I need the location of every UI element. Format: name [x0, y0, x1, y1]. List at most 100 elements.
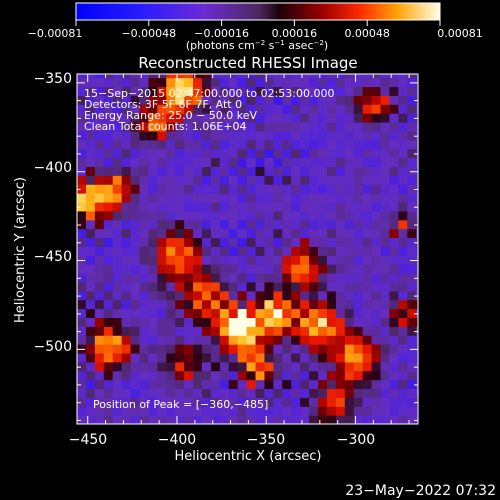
heatmap-cell: [184, 175, 194, 185]
heatmap-cell: [282, 361, 292, 372]
heatmap-cell: [157, 210, 167, 221]
colorbar-tick-label: −0.00048: [121, 27, 176, 40]
heatmap-cell: [309, 77, 319, 88]
heatmap-cell: [166, 344, 176, 354]
heatmap-cell: [175, 237, 185, 247]
heatmap-cell: [300, 74, 310, 79]
heatmap-cell: [184, 255, 194, 265]
heatmap-cell: [380, 219, 391, 230]
heatmap-cell: [166, 361, 176, 372]
heatmap-cell: [157, 352, 167, 363]
heatmap-cell: [335, 361, 346, 372]
heatmap-cell: [228, 379, 239, 390]
heatmap-cell: [326, 397, 337, 407]
heatmap-cell: [112, 95, 123, 105]
heatmap-cell: [309, 148, 319, 159]
heatmap-cell: [398, 95, 408, 105]
heatmap-cell: [398, 308, 408, 318]
heatmap-cell: [344, 415, 355, 424]
heatmap-cell: [309, 388, 319, 398]
heatmap-cell: [389, 95, 399, 105]
heatmap-cell: [201, 370, 212, 381]
heatmap-cell: [210, 166, 221, 176]
heatmap-cell: [264, 344, 274, 354]
heatmap-cell: [344, 193, 355, 203]
heatmap-cell: [326, 281, 337, 292]
heatmap-cell: [326, 299, 337, 310]
heatmap-cell: [94, 335, 105, 345]
heatmap-cell: [389, 335, 399, 345]
heatmap-cell: [335, 210, 346, 221]
heatmap-cell: [112, 299, 123, 310]
heatmap-cell: [157, 388, 167, 398]
heatmap-cell: [398, 210, 408, 221]
heatmap-cell: [210, 361, 221, 372]
info-energy-range: Energy Range: 25.0 − 50.0 keV: [84, 109, 258, 122]
heatmap-cell: [228, 139, 239, 150]
heatmap-cell: [166, 86, 176, 96]
heatmap-cell: [335, 388, 346, 398]
heatmap-cell: [103, 86, 114, 96]
heatmap-cell: [371, 281, 382, 292]
heatmap-cell: [335, 237, 346, 247]
heatmap-cell: [326, 113, 337, 123]
heatmap-cell: [264, 166, 274, 176]
heatmap-cell: [237, 397, 248, 407]
heatmap-cell: [201, 415, 212, 424]
heatmap-cell: [237, 415, 248, 424]
heatmap-cell: [219, 415, 230, 424]
heatmap-cell: [103, 317, 114, 327]
axis-ticks: [77, 74, 418, 424]
heatmap-cell: [371, 255, 382, 265]
heatmap-cell: [344, 139, 355, 150]
colorbar-unit-label: (photons cm−2 s−1 asec−2): [186, 39, 328, 52]
heatmap-cell: [326, 388, 337, 398]
heatmap-cell: [228, 281, 239, 292]
heatmap-cell: [237, 219, 248, 230]
heatmap-cell: [416, 166, 418, 176]
heatmap-cell: [318, 281, 328, 292]
heatmap-cell: [237, 184, 248, 194]
heatmap-cell: [193, 272, 203, 283]
heatmap-cell: [94, 86, 105, 96]
heatmap-cell: [77, 95, 87, 105]
heatmap-cell: [219, 388, 230, 398]
heatmap-cell: [228, 201, 239, 212]
heatmap-cell: [273, 184, 283, 194]
heatmap-cell: [335, 74, 346, 79]
heatmap-cell: [175, 397, 185, 407]
heatmap-cell: [300, 264, 310, 274]
heatmap-cell: [273, 415, 283, 424]
heatmap-cell: [175, 255, 185, 265]
heatmap-cell: [353, 290, 364, 301]
heatmap-cell: [291, 210, 301, 221]
heatmap-cell: [389, 130, 399, 141]
heatmap-cell: [380, 86, 391, 96]
heatmap-cell: [201, 86, 212, 96]
heatmap-cell: [219, 361, 230, 372]
heatmap-cell: [157, 104, 167, 114]
heatmap-cell: [121, 370, 132, 381]
heatmap-cell: [201, 379, 212, 390]
heatmap-cell: [300, 228, 310, 239]
heatmap-cell: [130, 113, 141, 123]
heatmap-cell: [362, 246, 373, 256]
heatmap-cell: [255, 326, 266, 336]
heatmap-cell: [219, 219, 230, 230]
heatmap-cell: [228, 86, 239, 96]
heatmap-cell: [210, 175, 221, 185]
heatmap-cell: [344, 299, 355, 310]
heatmap-cell: [291, 344, 301, 354]
heatmap-cell: [201, 148, 212, 159]
heatmap-cell: [398, 370, 408, 381]
heatmap-cell: [318, 74, 328, 79]
heatmap-cell: [300, 175, 310, 185]
heatmap-cell: [103, 193, 114, 203]
heatmap-cell: [210, 415, 221, 424]
heatmap-cell: [398, 201, 408, 212]
heatmap-cell: [112, 228, 123, 239]
heatmap-cell: [112, 344, 123, 354]
heatmap-cell: [130, 166, 141, 176]
heatmap-cell: [282, 344, 292, 354]
heatmap-cell: [371, 237, 382, 247]
